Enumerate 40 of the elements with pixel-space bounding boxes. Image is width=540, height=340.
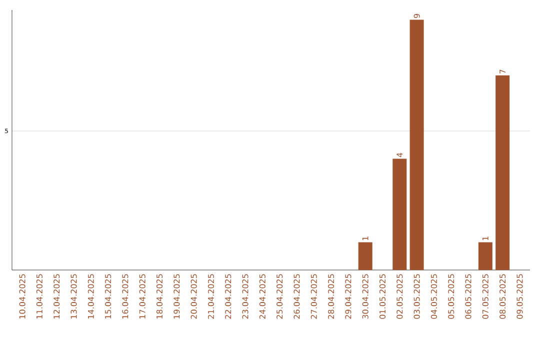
x-tick-label: 17.04.2025 [139, 274, 146, 318]
x-tick-label: 16.04.2025 [122, 274, 128, 318]
data-label: 9 [414, 14, 420, 18]
x-tick-label: 28.04.2025 [328, 274, 334, 319]
x-tick-label: 19.04.2025 [174, 274, 180, 318]
data-label: 1 [482, 236, 488, 240]
x-tick-label: 03.05.2025 [414, 274, 420, 319]
x-tick-label: 08.05.2025 [500, 274, 506, 319]
x-tick-label: 04.05.2025 [430, 274, 437, 319]
x-tick-label: 21.04.2025 [208, 274, 214, 319]
bar [496, 75, 510, 270]
x-tick-label: 26.04.2025 [294, 274, 300, 319]
x-tick-label: 15.04.2025 [105, 274, 112, 318]
data-label: 7 [500, 70, 506, 74]
bar [392, 158, 407, 270]
x-tick-label: 02.05.2025 [396, 274, 403, 319]
x-tick-label: 13.04.2025 [70, 274, 77, 318]
bar [358, 242, 372, 270]
x-tick-label: 18.04.2025 [156, 274, 163, 318]
x-tick-label: 09.05.2025 [516, 274, 523, 319]
bar [410, 20, 424, 270]
x-tick-label: 29.04.2025 [345, 274, 352, 319]
x-tick-label: 22.04.2025 [225, 274, 232, 319]
x-tick-label: 20.04.2025 [190, 274, 197, 319]
x-tick-label: 07.05.2025 [482, 274, 488, 319]
x-tick-label: 12.04.2025 [54, 274, 60, 318]
data-label: 4 [396, 152, 403, 158]
x-tick-label: 11.04.2025 [36, 274, 42, 318]
data-label: 1 [362, 236, 368, 240]
x-tick-label: 23.04.2025 [242, 274, 248, 319]
bar [478, 242, 492, 270]
x-tick-label: 27.04.2025 [310, 274, 317, 319]
x-tick-label: 24.04.2025 [259, 274, 266, 319]
x-tick-label: 06.05.2025 [465, 274, 472, 319]
x-tick-label: 10.04.2025 [19, 274, 26, 318]
x-tick-label: 05.05.2025 [448, 274, 454, 319]
x-tick-label: 25.04.2025 [276, 274, 283, 319]
x-tick-label: 01.05.2025 [379, 274, 386, 319]
x-tick-label: 14.04.2025 [88, 274, 94, 318]
x-tick-label: 30.04.2025 [362, 274, 368, 319]
